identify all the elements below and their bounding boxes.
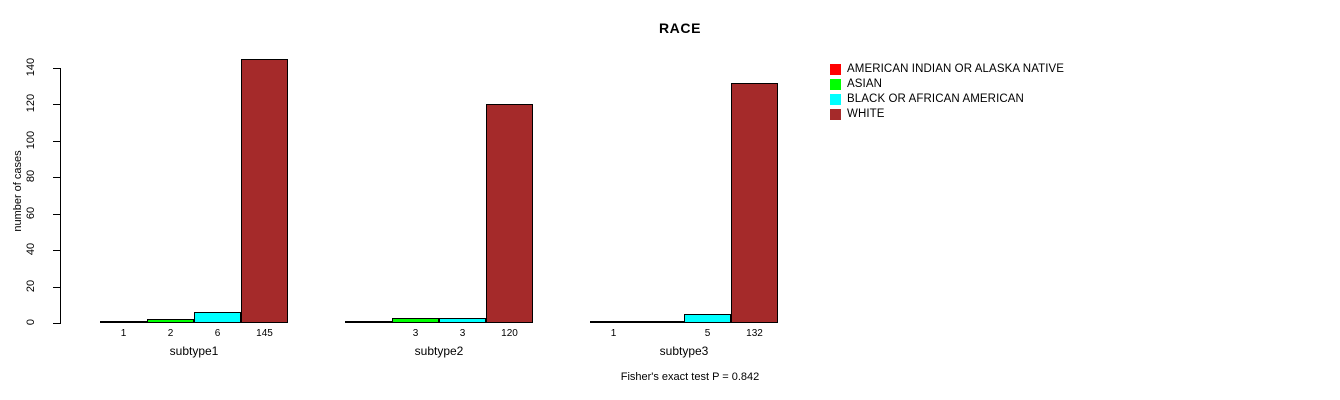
bar-value-label: 1 — [120, 328, 127, 339]
chart-title: RACE — [658, 20, 702, 36]
bar[interactable] — [486, 104, 533, 323]
legend-item[interactable]: WHITE — [830, 107, 1064, 121]
bar-value-label: 132 — [746, 328, 763, 339]
legend-label: AMERICAN INDIAN OR ALASKA NATIVE — [847, 63, 1065, 75]
bar-group — [345, 23, 533, 323]
bar[interactable] — [345, 321, 392, 323]
bar[interactable] — [392, 317, 439, 323]
bar-value-label: 3 — [459, 328, 466, 339]
legend-item[interactable]: BLACK OR AFRICAN AMERICAN — [830, 92, 1064, 106]
bar[interactable] — [731, 82, 778, 323]
y-axis-tick-label: 80 — [25, 170, 37, 183]
bar-value-label: 6 — [214, 328, 221, 339]
bar[interactable] — [194, 312, 241, 323]
bar[interactable] — [590, 321, 637, 323]
legend-label: WHITE — [847, 108, 885, 120]
y-axis-line — [60, 68, 61, 324]
bar-value-label: 2 — [167, 328, 174, 339]
bar-value-label: 120 — [501, 328, 518, 339]
bar-value-label: 5 — [704, 328, 711, 339]
y-axis-tick — [53, 177, 60, 179]
y-axis-tick-label: 120 — [25, 94, 37, 113]
bar[interactable] — [100, 321, 147, 323]
bar[interactable] — [637, 321, 684, 323]
y-axis-tick-label: 100 — [25, 130, 37, 150]
statistical-test-note: Fisher's exact test P = 0.842 — [620, 371, 760, 383]
y-axis-label: number of cases — [12, 150, 24, 232]
y-axis-tick — [53, 140, 60, 142]
legend-swatch — [830, 63, 841, 75]
y-axis-tick-label: 40 — [25, 243, 37, 256]
y-axis-tick-label: 0 — [25, 318, 37, 326]
bar-group — [590, 23, 778, 323]
y-axis-tick — [53, 104, 60, 106]
y-axis-tick-label: 20 — [25, 279, 37, 292]
y-axis-tick — [53, 213, 60, 215]
group-label: subtype2 — [414, 344, 464, 358]
bar[interactable] — [684, 313, 731, 323]
legend-label: BLACK OR AFRICAN AMERICAN — [847, 93, 1024, 105]
legend-item[interactable]: AMERICAN INDIAN OR ALASKA NATIVE — [830, 62, 1064, 76]
bar-group — [100, 23, 288, 323]
legend-swatch — [830, 93, 841, 105]
bar[interactable] — [241, 58, 288, 323]
bar-value-label: 1 — [610, 328, 617, 339]
y-axis-tick-label: 140 — [25, 57, 37, 77]
bar[interactable] — [439, 317, 486, 323]
y-axis-tick-label: 60 — [25, 206, 37, 219]
legend-item[interactable]: ASIAN — [830, 77, 1064, 91]
y-axis-tick — [53, 250, 60, 252]
y-axis-tick — [53, 286, 60, 288]
legend-swatch — [830, 108, 841, 120]
group-label: subtype1 — [169, 344, 219, 358]
bar-value-label: 145 — [256, 328, 273, 339]
bar-value-label: 3 — [412, 328, 419, 339]
legend: AMERICAN INDIAN OR ALASKA NATIVE ASIAN BLA… — [830, 62, 1064, 122]
bar[interactable] — [147, 319, 194, 323]
legend-swatch — [830, 78, 841, 90]
y-axis-tick — [53, 323, 60, 324]
y-axis-tick — [53, 68, 60, 69]
legend-label: ASIAN — [847, 78, 883, 90]
group-label: subtype3 — [659, 344, 709, 358]
